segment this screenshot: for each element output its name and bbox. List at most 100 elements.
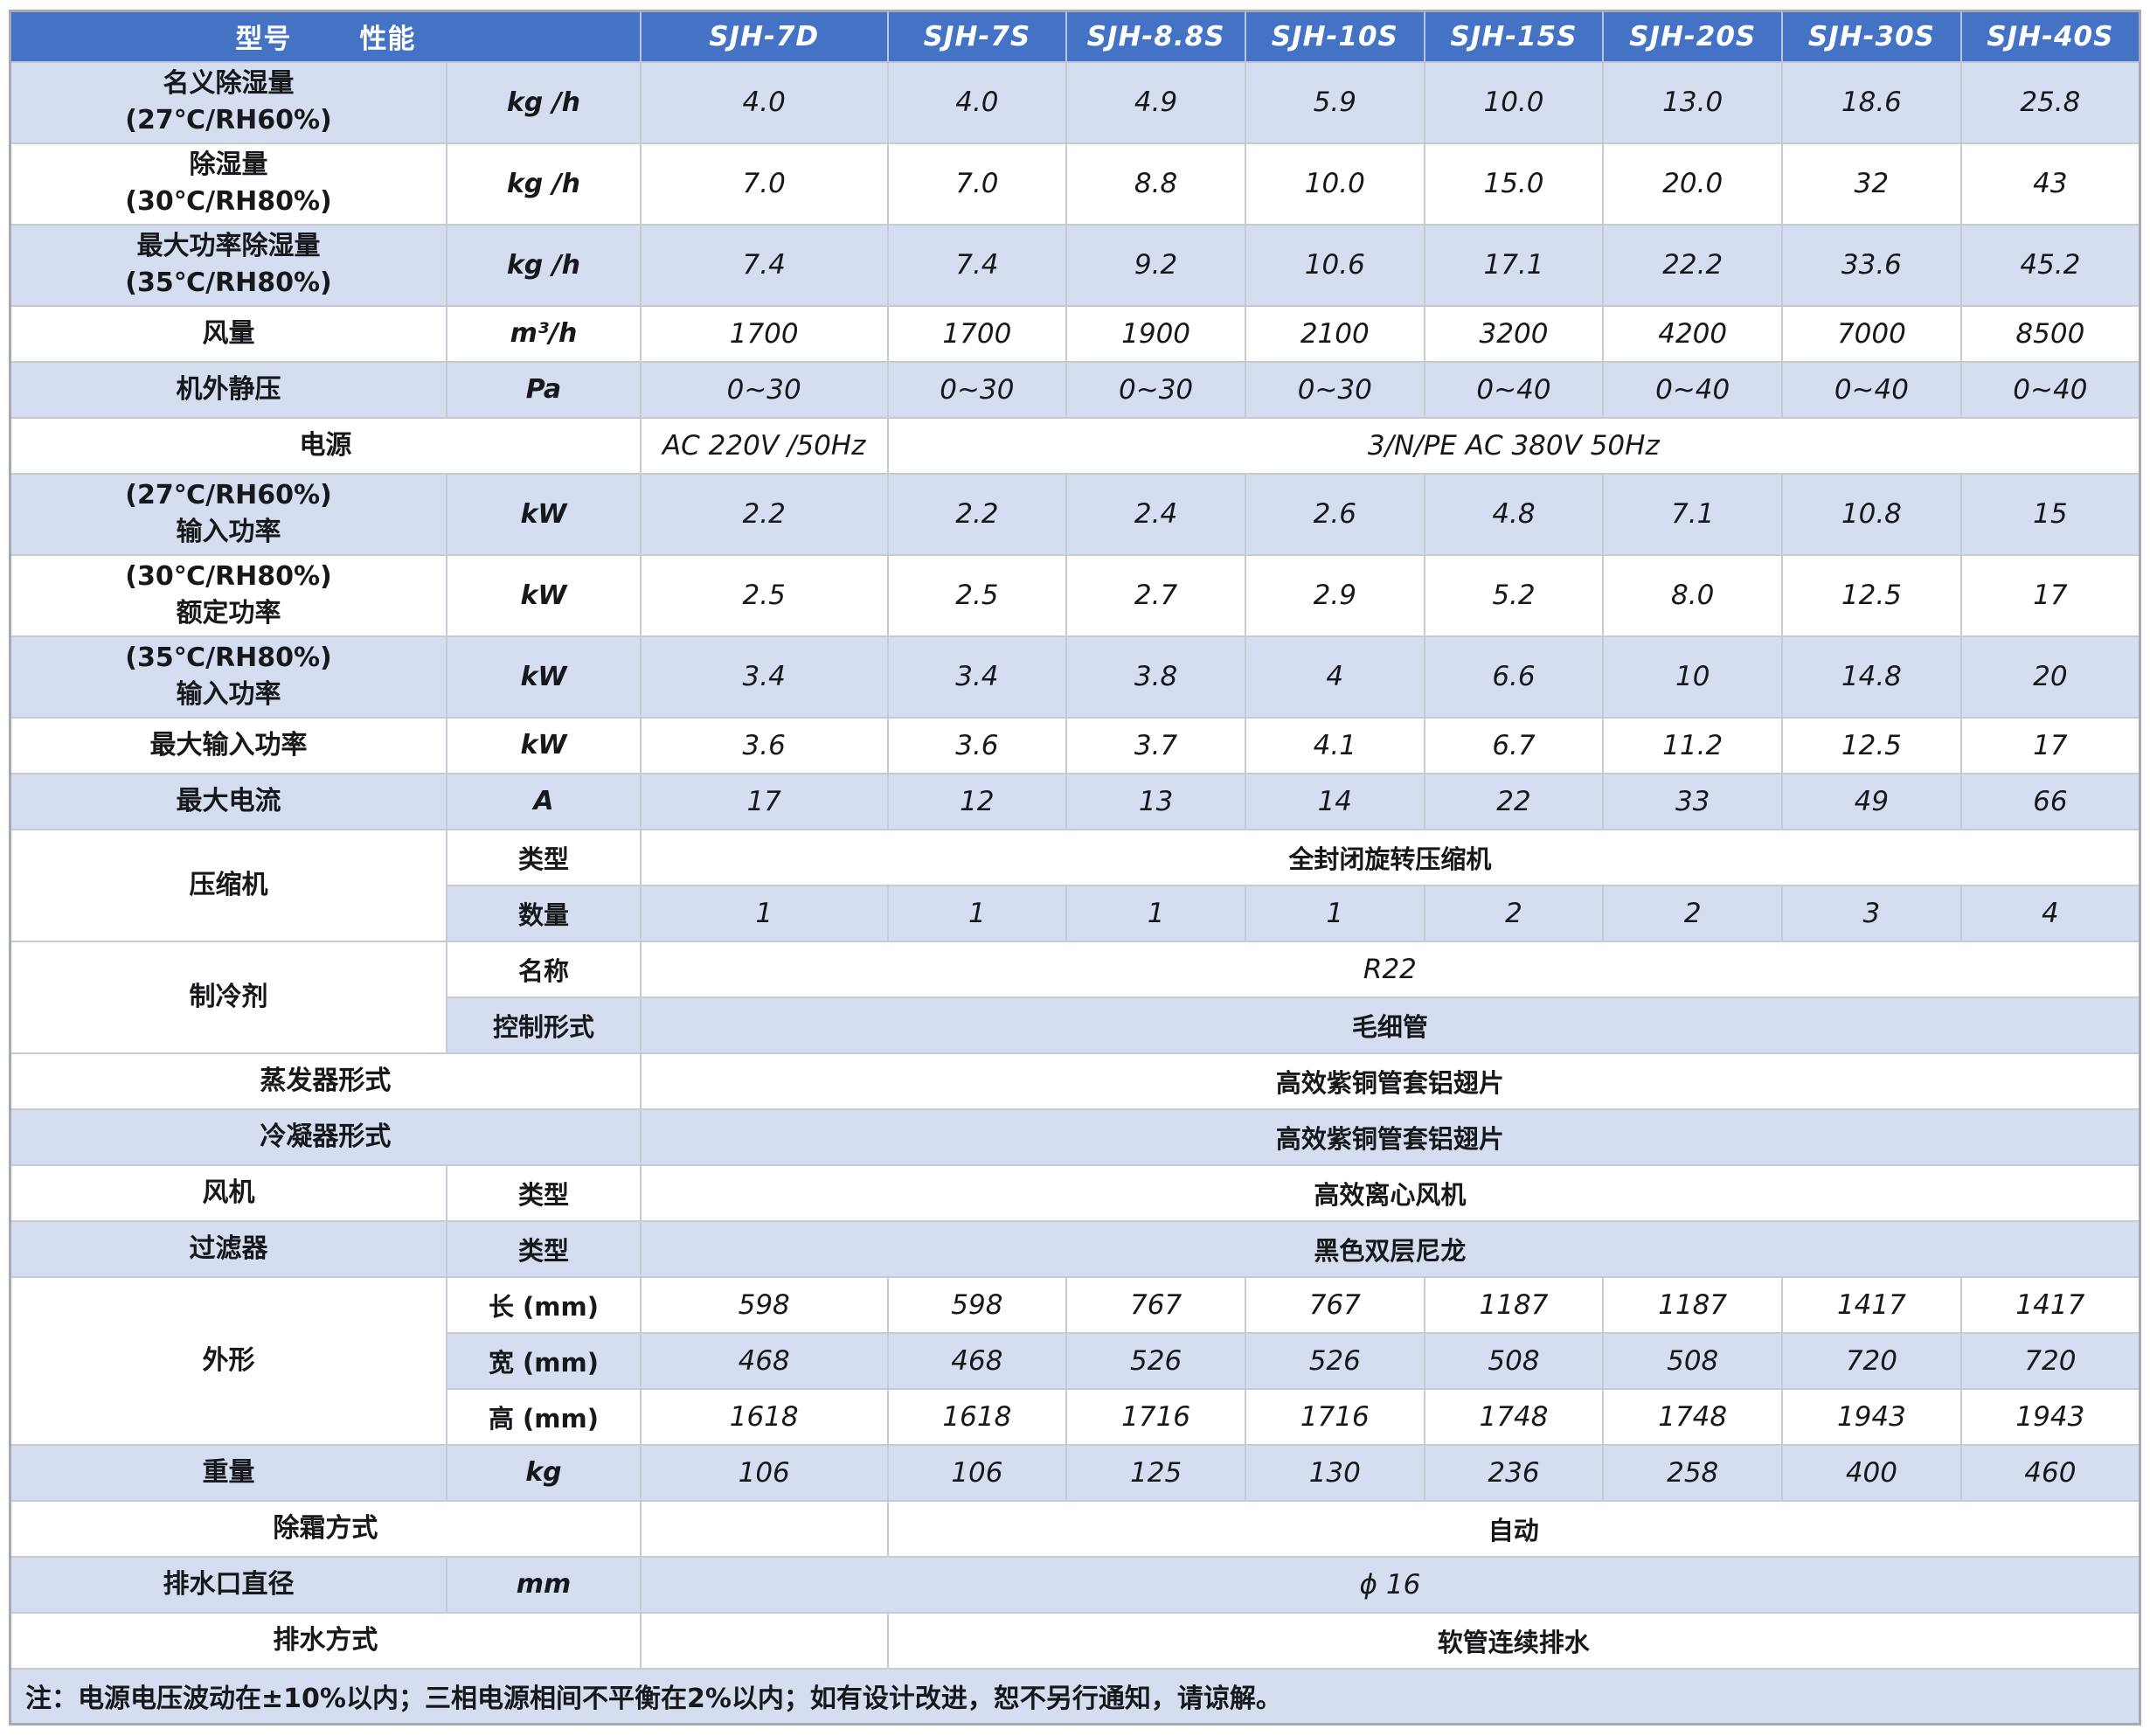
cell-value: 720 [1781,1331,1962,1390]
cell-value: 17 [1959,553,2141,637]
cell-value: 1748 [1423,1387,1605,1446]
cell-value: 0~30 [886,360,1068,419]
cell-value: 468 [639,1331,889,1390]
cell-value: 1 [1244,884,1425,942]
row-unit: kg /h [446,142,642,226]
row-label: (27℃/RH60%) 输入功率 [9,472,448,556]
cell-value: 毛细管 [639,996,2141,1054]
table-row: (27℃/RH60%) 输入功率 kW 2.2 2.2 2.4 2.6 4.8 7.1 10.8… [9,472,2141,556]
cell-value: 1943 [1959,1387,2141,1446]
cell-value: 1618 [639,1387,889,1446]
table-row: 机外静压 Pa 0~30 0~30 0~30 0~30 0~40 0~40 0~40 0~40 [9,360,2141,419]
row-label: (30℃/RH80%) 额定功率 [9,553,448,637]
row-unit: 类型 [446,1219,642,1278]
header-row: 型号 性能 SJH-7D SJH-7S SJH-8.8S SJH-10S SJH-… [9,10,2141,63]
cell-value: 1943 [1781,1387,1962,1446]
table-row: 重量 kg 106 106 125 130 236 258 400 460 [9,1443,2141,1502]
cell-value: 720 [1959,1331,2141,1390]
cell-value: 4.9 [1065,60,1246,144]
cell-value: 460 [1959,1443,2141,1502]
table-row: 压缩机 类型 全封闭旋转压缩机 [9,828,2141,942]
row-label: 风量 [9,304,448,363]
table-row: 最大输入功率 kW 3.6 3.6 3.7 4.1 6.7 11.2 12.5 17 [9,716,2141,774]
cell-value: 1417 [1959,1275,2141,1334]
table-row: 风机 类型 高效离心风机 [9,1163,2141,1222]
cell-value: 3.8 [1065,635,1246,719]
table-row: 除霜方式 自动 [9,1499,2141,1558]
table-row: 排水口直径 mm ϕ 16 [9,1555,2141,1614]
cell-value: 高效离心风机 [639,1163,2141,1222]
table-row: 数量 1 1 1 1 2 2 3 4 [10,884,2141,942]
cell-value: 1 [886,884,1068,942]
cell-value: 400 [1781,1443,1962,1502]
cell-value: 2.6 [1244,472,1425,556]
table-row: 除湿量 (30℃/RH80%) kg /h 7.0 7.0 8.8 10.0 15.0 20.… [9,142,2141,226]
cell-value: 10.0 [1244,142,1425,226]
cell-value: 软管连续排水 [886,1611,2141,1670]
cell-value: 2.9 [1244,553,1425,637]
spec-table: 型号 性能 SJH-7D SJH-7S SJH-8.8S SJH-10S SJH-… [9,10,2141,1726]
cell-value: 6.7 [1423,716,1605,774]
row-label: 机外静压 [9,360,448,419]
cell-value: 1187 [1602,1275,1784,1334]
cell-value: 508 [1602,1331,1784,1390]
cell-value: 0~40 [1602,360,1784,419]
cell-value: 32 [1781,142,1962,226]
header-model-sjh-30s: SJH-30S [1781,10,1962,63]
row-unit: 类型 [446,828,642,886]
cell-value: 12 [886,772,1068,830]
cell-value: 3.4 [639,635,889,719]
row-unit: 名称 [446,940,642,998]
cell-value: 598 [639,1275,889,1334]
cell-value: 236 [1423,1443,1605,1502]
table-row: 高 (mm) 1618 1618 1716 1716 1748 1748 1943 1943 [10,1387,2141,1446]
cell-value: 5.2 [1423,553,1605,637]
cell-value: 2.5 [639,553,889,637]
cell-value: 526 [1065,1331,1246,1390]
row-unit: mm [446,1555,642,1614]
row-unit: Pa [446,360,642,419]
cell-value: 22.2 [1602,223,1784,307]
cell-value: 49 [1781,772,1962,830]
table-row: 宽 (mm) 468 468 526 526 508 508 720 720 [10,1331,2141,1390]
cell-value: 1716 [1244,1387,1425,1446]
header-perf-label: 性能 [359,24,416,56]
row-label: 过滤器 [9,1219,448,1278]
cell-value: 20 [1959,635,2141,719]
row-unit: m³/h [446,304,642,363]
cell-value: 自动 [886,1499,2141,1558]
cell-value: 2 [1423,884,1605,942]
cell-value: 106 [639,1443,889,1502]
cell-value: 1700 [886,304,1068,363]
table-row: 电源 AC 220V /50Hz 3/N/PE AC 380V 50Hz [9,416,2141,475]
cell-value: 7.4 [886,223,1068,307]
cell-value: 3.7 [1065,716,1246,774]
row-label: 冷凝器形式 [9,1108,642,1166]
cell-value: 2.7 [1065,553,1246,637]
cell-value: 3.6 [639,716,889,774]
table-row: 外形长 (mm) 598 598 767 767 1187 1187 1417 1417 [9,1275,2141,1446]
cell-value: 4200 [1602,304,1784,363]
row-label: 风机 [9,1163,448,1222]
cell-value: 2.4 [1065,472,1246,556]
cell-value: 12.5 [1781,553,1962,637]
cell-value: 17 [639,772,889,830]
cell-value: 1700 [639,304,889,363]
row-unit: 宽 (mm) [446,1331,642,1390]
table-row: 风量 m³/h 1700 1700 1900 2100 3200 4200 7000 8500 [9,304,2141,363]
cell-value: 7.4 [639,223,889,307]
row-label: 除霜方式 [9,1499,642,1558]
cell-value: 10 [1602,635,1784,719]
cell-value: 1900 [1065,304,1246,363]
cell-value: 13 [1065,772,1246,830]
cell-value: 4 [1959,884,2141,942]
cell-value: 15 [1959,472,2141,556]
cell-value: 130 [1244,1443,1425,1502]
cell-value [639,1499,889,1558]
header-corner-cell: 型号 性能 [9,10,642,63]
cell-value: 14.8 [1781,635,1962,719]
row-label: 外形 [9,1275,448,1446]
cell-value: 0~40 [1781,360,1962,419]
cell-value: 0~40 [1423,360,1605,419]
cell-value: 767 [1065,1275,1246,1334]
